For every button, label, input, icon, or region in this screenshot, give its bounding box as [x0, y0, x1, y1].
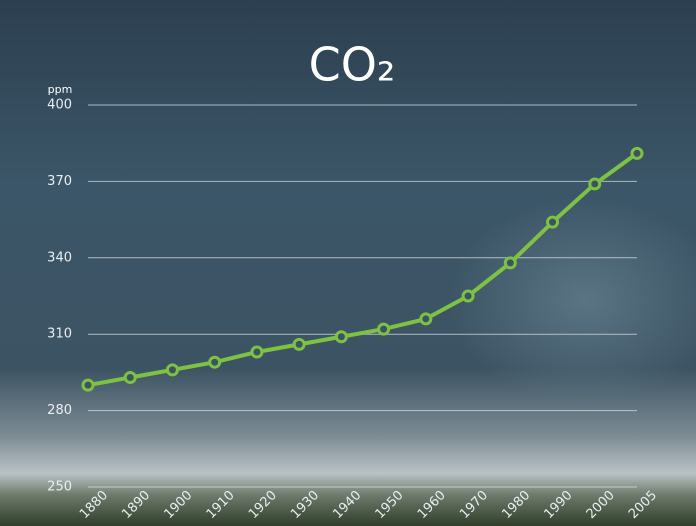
data-point [250, 345, 264, 359]
y-tick-label: 310 [47, 327, 72, 342]
data-point [123, 370, 137, 384]
data-point [208, 355, 222, 369]
y-tick-label: 340 [47, 250, 72, 265]
chart-title: CO₂ [309, 38, 396, 92]
background-glow [300, 150, 696, 450]
y-tick-label: 370 [47, 174, 72, 189]
y-axis-label: ppm [48, 83, 73, 96]
y-tick-label: 280 [47, 403, 72, 418]
data-point [334, 330, 348, 344]
data-point [292, 337, 306, 351]
data-line [87, 151, 639, 388]
data-point [503, 256, 517, 270]
data-point [81, 378, 95, 392]
data-point [461, 289, 475, 303]
data-point [630, 146, 644, 160]
y-tick-label: 250 [47, 480, 72, 495]
data-point [546, 215, 560, 229]
data-point [165, 363, 179, 377]
data-point [377, 322, 391, 336]
data-point [588, 177, 602, 191]
data-point [419, 312, 433, 326]
y-tick-label: 400 [47, 98, 72, 113]
